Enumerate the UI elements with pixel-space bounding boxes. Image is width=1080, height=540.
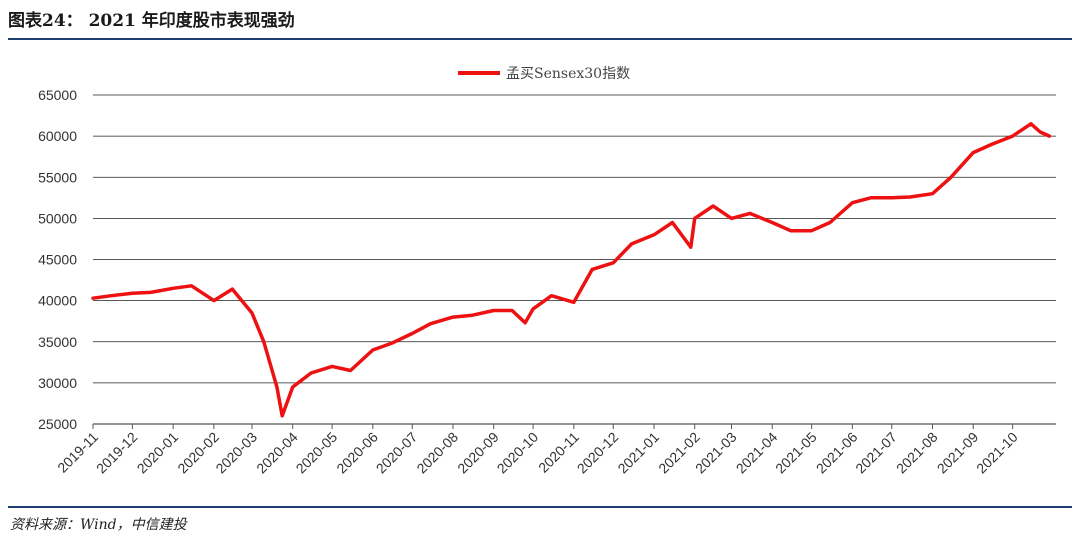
x-tick-label: 2021-01 [614, 429, 662, 477]
y-tick-label: 35000 [38, 334, 77, 350]
x-axis-ticks: 2019-112019-122020-012020-022020-032020-… [54, 424, 1021, 476]
x-tick-label: 2021-05 [772, 429, 820, 477]
x-tick-label: 2020-11 [535, 429, 582, 476]
y-tick-label: 40000 [38, 293, 77, 309]
y-tick-label: 65000 [38, 87, 77, 103]
gridlines [93, 94, 1056, 425]
x-tick-label: 2020-04 [253, 429, 301, 477]
x-tick-label: 2021-06 [813, 429, 861, 477]
x-tick-label: 2020-06 [333, 429, 381, 477]
x-tick-label: 2021-09 [934, 429, 982, 477]
y-axis-ticks: 25000 30000 35000 40000 45000 50000 55000 60000… [38, 87, 77, 432]
y-tick-label: 30000 [38, 375, 77, 391]
legend: 孟买Sensex30指数 [458, 66, 630, 82]
x-tick-label: 2020-08 [413, 429, 461, 477]
title-divider [8, 38, 1072, 40]
x-tick-label: 2021-03 [692, 429, 740, 477]
x-tick-label: 2021-10 [973, 429, 1021, 477]
x-tick-label: 2019-12 [93, 429, 141, 477]
x-tick-label: 2019-11 [54, 429, 101, 476]
y-tick-label: 45000 [38, 252, 77, 268]
y-tick-label: 55000 [38, 169, 77, 185]
legend-label: 孟买Sensex30指数 [506, 66, 630, 82]
y-tick-label: 50000 [38, 210, 77, 226]
x-tick-label: 2020-10 [494, 429, 542, 477]
footer-divider [8, 506, 1072, 508]
x-tick-label: 2020-03 [212, 429, 260, 477]
series-line-0 [91, 122, 1052, 418]
x-tick-label: 2021-08 [893, 429, 941, 477]
x-tick-label: 2020-02 [174, 429, 222, 477]
series-layer [91, 122, 1052, 418]
x-tick-label: 2020-01 [134, 429, 182, 477]
source-note: 资料来源：Wind，中信建投 [10, 517, 187, 533]
x-tick-label: 2021-04 [733, 429, 781, 477]
x-tick-label: 2020-12 [574, 429, 622, 477]
x-tick-label: 2020-07 [373, 429, 421, 477]
chart-title: 图表24： 2021 年印度股市表现强劲 [8, 11, 295, 31]
y-tick-label: 60000 [38, 128, 77, 144]
x-tick-label: 2020-05 [293, 429, 341, 477]
y-tick-label: 25000 [38, 416, 77, 432]
x-tick-label: 2021-07 [852, 429, 900, 477]
x-tick-label: 2020-09 [454, 429, 502, 477]
